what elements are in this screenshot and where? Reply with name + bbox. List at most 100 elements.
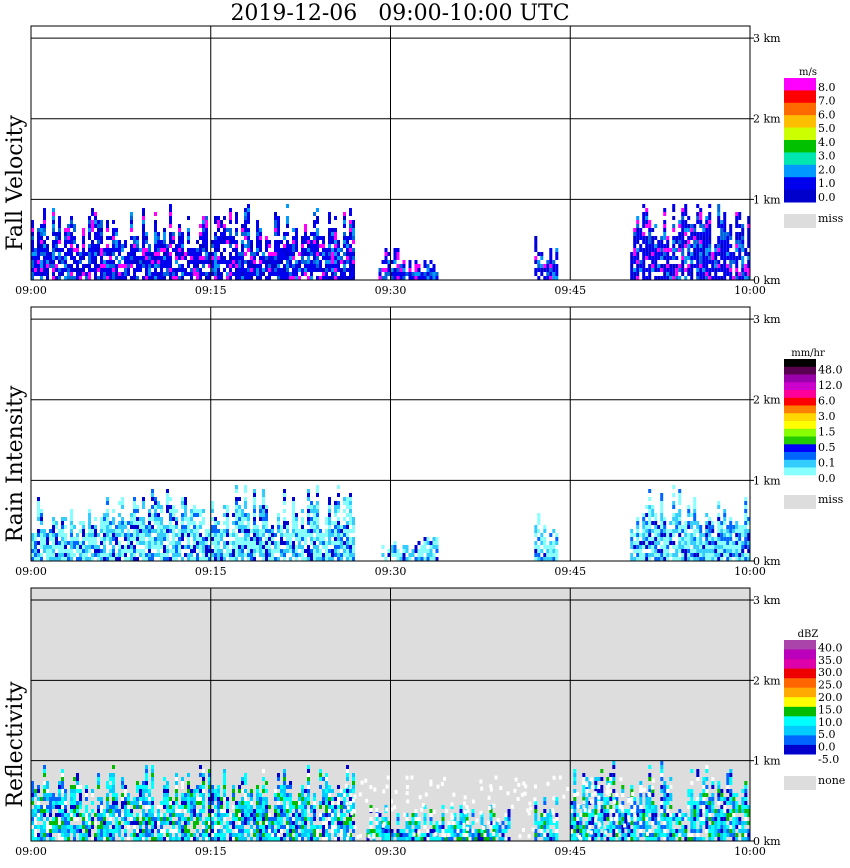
echo-cell (711, 268, 715, 272)
echo-cell (145, 529, 148, 533)
echo-cell (301, 837, 304, 841)
echo-cell (142, 505, 145, 509)
echo-cell (100, 805, 103, 809)
echo-cell (211, 837, 214, 841)
echo-cell (73, 553, 76, 557)
echo-cell (31, 220, 34, 224)
echo-cell (642, 212, 646, 216)
echo-cell (280, 793, 283, 797)
echo-cell (268, 549, 271, 553)
echo-cell (687, 505, 691, 509)
echo-cell (58, 256, 61, 260)
echo-cell (693, 232, 697, 236)
echo-cell (331, 264, 334, 268)
echo-cell (97, 813, 100, 817)
echo-cell (214, 220, 217, 224)
echo-cell (387, 837, 391, 841)
echo-cell (211, 240, 214, 244)
echo-cell (381, 260, 385, 264)
echo-cell (232, 248, 235, 252)
echo-cell (666, 252, 670, 256)
echo-cell (199, 793, 202, 797)
echo-cell (654, 268, 658, 272)
echo-cell (744, 541, 748, 545)
echo-cell (160, 521, 163, 525)
echo-cell (85, 797, 88, 801)
echo-cell (61, 789, 64, 793)
echo-cell (265, 825, 268, 829)
echo-cell (139, 537, 142, 541)
echo-cell (178, 829, 181, 833)
echo-cell (642, 232, 646, 236)
echo-cell (148, 521, 151, 525)
echo-cell (46, 553, 49, 557)
echo-cell (669, 256, 673, 260)
echo-cell (43, 549, 46, 553)
echo-cell (340, 809, 343, 813)
echo-cell (211, 825, 214, 829)
echo-cell (747, 553, 750, 557)
echo-cell (100, 252, 103, 256)
echo-cell (307, 793, 310, 797)
echo-cell (708, 545, 712, 549)
echo-cell (211, 785, 214, 789)
echo-cell (331, 817, 334, 821)
echo-cell (534, 244, 538, 248)
echo-cell (211, 789, 214, 793)
colorbar-swatch (784, 475, 816, 484)
echo-cell (241, 232, 244, 236)
echo-cell (136, 525, 139, 529)
echo-cell (52, 256, 55, 260)
echo-cell (70, 513, 73, 517)
echo-cell (684, 545, 688, 549)
echo-cell (262, 529, 265, 533)
echo-cell (657, 525, 661, 529)
echo-cell (274, 268, 277, 272)
echo-cell (687, 541, 691, 545)
echo-cell (735, 260, 739, 264)
echo-cell (396, 557, 400, 561)
echo-cell (31, 224, 34, 228)
echo-cell (34, 252, 37, 256)
echo-cell (343, 232, 346, 236)
echo-cell (154, 497, 157, 501)
echo-cell (369, 829, 373, 833)
echo-cell (196, 545, 199, 549)
echo-cell (97, 236, 100, 240)
echo-cell (352, 236, 355, 240)
echo-cell (331, 228, 334, 232)
echo-cell (244, 505, 247, 509)
echo-cell (244, 252, 247, 256)
echo-cell (88, 252, 91, 256)
echo-cell (109, 521, 112, 525)
echo-cell (199, 813, 202, 817)
echo-cell (657, 252, 661, 256)
echo-cell (163, 248, 166, 252)
echo-cell (49, 813, 52, 817)
echo-cell (79, 529, 82, 533)
echo-cell (729, 272, 733, 276)
echo-cell (648, 533, 652, 537)
echo-cell (717, 248, 721, 252)
echo-cell (262, 785, 265, 789)
echo-cell (82, 521, 85, 525)
echo-cell (175, 553, 178, 557)
echo-cell (696, 557, 700, 561)
echo-cell (720, 541, 724, 545)
echo-cell (268, 829, 271, 833)
echo-cell (636, 220, 640, 224)
echo-cell (217, 216, 220, 220)
echo-cell (537, 513, 541, 517)
echo-cell (723, 549, 727, 553)
echo-cell (148, 789, 151, 793)
echo-cell (58, 541, 61, 545)
echo-cell (187, 833, 190, 837)
echo-cell (241, 813, 244, 817)
echo-cell (636, 256, 640, 260)
echo-cell (106, 224, 109, 228)
echo-cell (582, 797, 586, 801)
echo-cell (277, 256, 280, 260)
echo-cell (247, 829, 250, 833)
echo-cell (124, 268, 127, 272)
echo-cell (76, 264, 79, 268)
